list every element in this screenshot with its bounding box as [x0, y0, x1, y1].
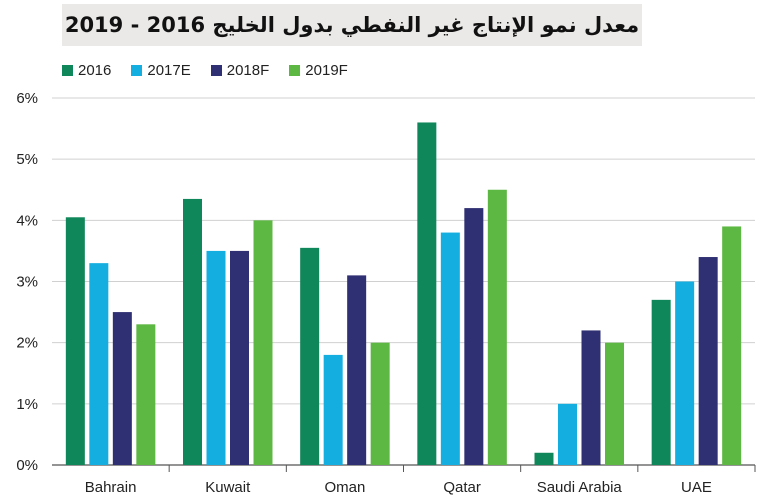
legend-label-2017e: 2017E [147, 62, 191, 79]
chart-legend: 2016 2017E 2018F 2019F [62, 62, 348, 79]
bar-2017e-bahrain [89, 263, 109, 465]
y-tick-label: 5% [16, 151, 38, 168]
x-category-label: Qatar [443, 479, 481, 496]
bar-2016-oman [300, 247, 320, 465]
legend-swatch-2016 [62, 65, 73, 76]
y-tick-label: 1% [16, 396, 38, 413]
bar-2018f-bahrain [112, 312, 132, 465]
bar-2017e-uae [675, 281, 695, 465]
legend-item-2018f: 2018F [210, 62, 270, 79]
y-tick-label: 2% [16, 335, 38, 352]
bar-2017e-kuwait [206, 250, 226, 465]
bar-2019f-oman [370, 342, 390, 465]
x-category-label: Bahrain [85, 479, 137, 496]
bar-2018f-kuwait [230, 250, 249, 465]
x-category-label: Saudi Arabia [537, 479, 623, 496]
y-tick-label: 4% [16, 212, 38, 229]
x-category-label: Kuwait [205, 479, 251, 496]
bar-2016-bahrain [65, 217, 85, 465]
x-category-label: UAE [681, 479, 712, 496]
y-tick-label: 0% [16, 457, 38, 474]
legend-swatch-2019f [289, 65, 301, 76]
legend-label-2016: 2016 [78, 62, 112, 79]
chart-title: معدل نمو الإنتاج غير النفطي بدول الخليج … [64, 13, 640, 37]
legend-item-2019f: 2019F [289, 62, 348, 79]
bar-2016-saudi-arabia [534, 452, 554, 465]
legend-swatch-2017e [131, 65, 143, 76]
bar-2019f-saudi-arabia [605, 342, 624, 465]
bar-2019f-kuwait [253, 220, 273, 465]
bar-2016-qatar [417, 122, 437, 465]
legend-label-2018f: 2018F [226, 62, 270, 79]
y-tick-label: 3% [16, 274, 38, 291]
chart-title-box: معدل نمو الإنتاج غير النفطي بدول الخليج … [62, 4, 642, 46]
legend-swatch-2018f [210, 65, 222, 76]
legend-label-2019f: 2019F [305, 62, 348, 79]
bar-2018f-saudi-arabia [581, 330, 601, 465]
legend-item-2016: 2016 [62, 62, 111, 79]
bar-2017e-qatar [440, 232, 460, 465]
bar-2018f-qatar [464, 208, 484, 465]
bar-2018f-uae [698, 257, 718, 465]
bar-2018f-oman [347, 275, 367, 465]
y-tick-label: 6% [16, 90, 38, 107]
legend-item-2017e: 2017E [131, 62, 191, 79]
bar-2019f-uae [722, 226, 742, 465]
bar-2017e-oman [323, 354, 343, 465]
bar-2016-kuwait [183, 198, 202, 466]
bar-2019f-bahrain [136, 324, 156, 465]
bar-2016-uae [651, 299, 671, 465]
bar-2017e-saudi-arabia [558, 403, 577, 465]
x-category-label: Oman [324, 479, 365, 496]
bar-2019f-qatar [487, 189, 507, 465]
